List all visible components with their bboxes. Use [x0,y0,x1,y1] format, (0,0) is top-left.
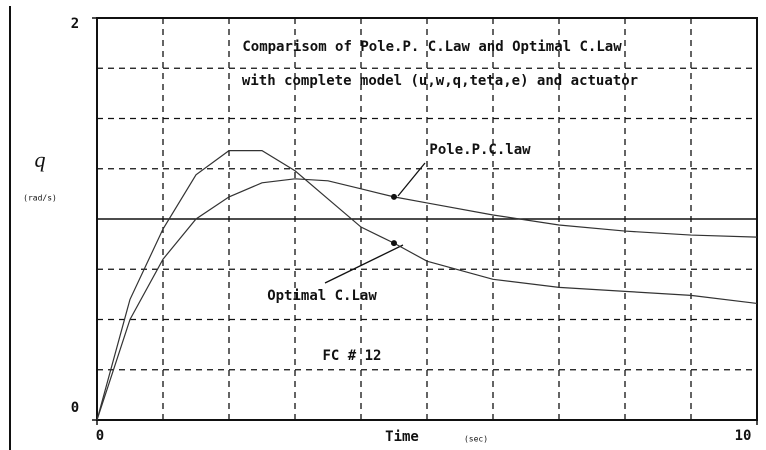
y-tick-label: 2 [71,16,79,32]
y-axis-unit: (rad/s) [23,194,57,203]
title-line: with complete model (u,w,q,teta,e) and a… [242,73,638,89]
marker-dot [391,193,397,200]
x-axis-label: Time [385,429,419,445]
annotation: Pole.P.C.law [429,142,531,158]
x-tick-label: 0 [96,428,104,444]
data-line [96,178,758,421]
x-tick-label: 10 [735,428,752,444]
data-line [96,150,758,421]
annotation: Optimal C.Law [267,288,377,304]
leader-line [324,244,404,284]
y-axis-label: q [35,147,46,172]
leader-line [397,162,426,197]
y-tick-label: 0 [71,400,79,416]
x-axis-unit: (sec) [464,435,488,444]
annotation: FC # 12 [322,348,381,364]
marker-dot [391,240,397,247]
title-line: Comparisom of Pole.P. C.Law and Optimal … [242,39,622,55]
